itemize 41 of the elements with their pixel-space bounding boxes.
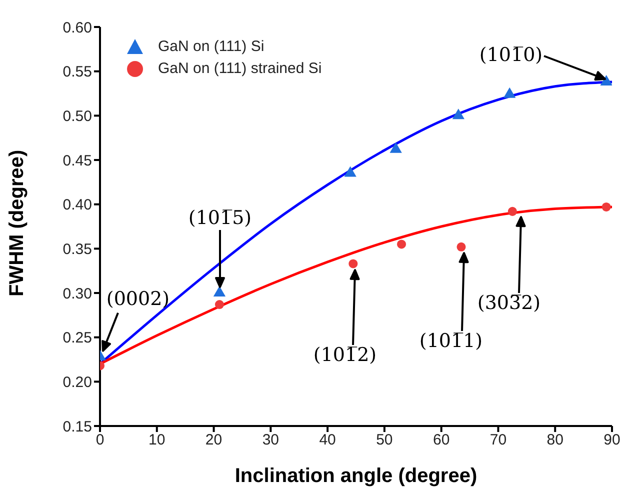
y-tick-label: 0.15 xyxy=(62,418,92,436)
legend-label: GaN on (111) Si xyxy=(158,37,264,57)
x-tick-label: 90 xyxy=(604,432,620,449)
x-tick-label: 80 xyxy=(546,432,564,449)
legend-label: GaN on (111) strained Si xyxy=(158,59,322,79)
point xyxy=(344,166,356,177)
point xyxy=(390,142,402,153)
x-tick-label: 70 xyxy=(490,432,507,449)
x-tick-label: 30 xyxy=(262,432,280,449)
point xyxy=(504,87,516,98)
x-tick-label: 10 xyxy=(148,432,166,449)
point xyxy=(600,74,612,86)
point xyxy=(456,242,466,252)
y-axis-title: FWHM (degree) xyxy=(6,150,28,296)
y-tick-label: 0.45 xyxy=(62,152,92,170)
x-tick-label: 60 xyxy=(432,432,450,449)
x-axis-title: Inclination angle (degree) xyxy=(234,465,478,487)
annotation: (101̅2) xyxy=(313,344,377,366)
point xyxy=(214,300,224,310)
y-tick-label: 0.20 xyxy=(62,374,92,391)
y-tick-label: 0.50 xyxy=(62,108,92,125)
annotation: (303̅2) xyxy=(477,292,541,314)
y-tick-label: 0.30 xyxy=(62,285,92,302)
annotation: (101̅0) xyxy=(479,44,543,66)
point xyxy=(452,108,464,120)
point xyxy=(396,240,406,249)
y-tick-label: 0.55 xyxy=(62,64,92,81)
y-tick-label: 0.60 xyxy=(62,19,92,36)
x-tick-label: 20 xyxy=(205,432,222,449)
x-tick-label: 40 xyxy=(319,432,336,449)
annotation: (101̅1) xyxy=(419,330,483,352)
y-tick-label: 0.35 xyxy=(62,240,92,258)
x-tick-label: 50 xyxy=(376,432,393,449)
point xyxy=(508,206,517,216)
point xyxy=(602,202,611,212)
annotation: (101̅5) xyxy=(188,206,252,229)
y-tick-label: 0.25 xyxy=(62,330,92,347)
y-tick-label: 0.40 xyxy=(62,196,92,214)
point xyxy=(348,259,358,268)
annotation: (0002) xyxy=(106,288,170,310)
x-tick-label: 0 xyxy=(96,432,104,449)
